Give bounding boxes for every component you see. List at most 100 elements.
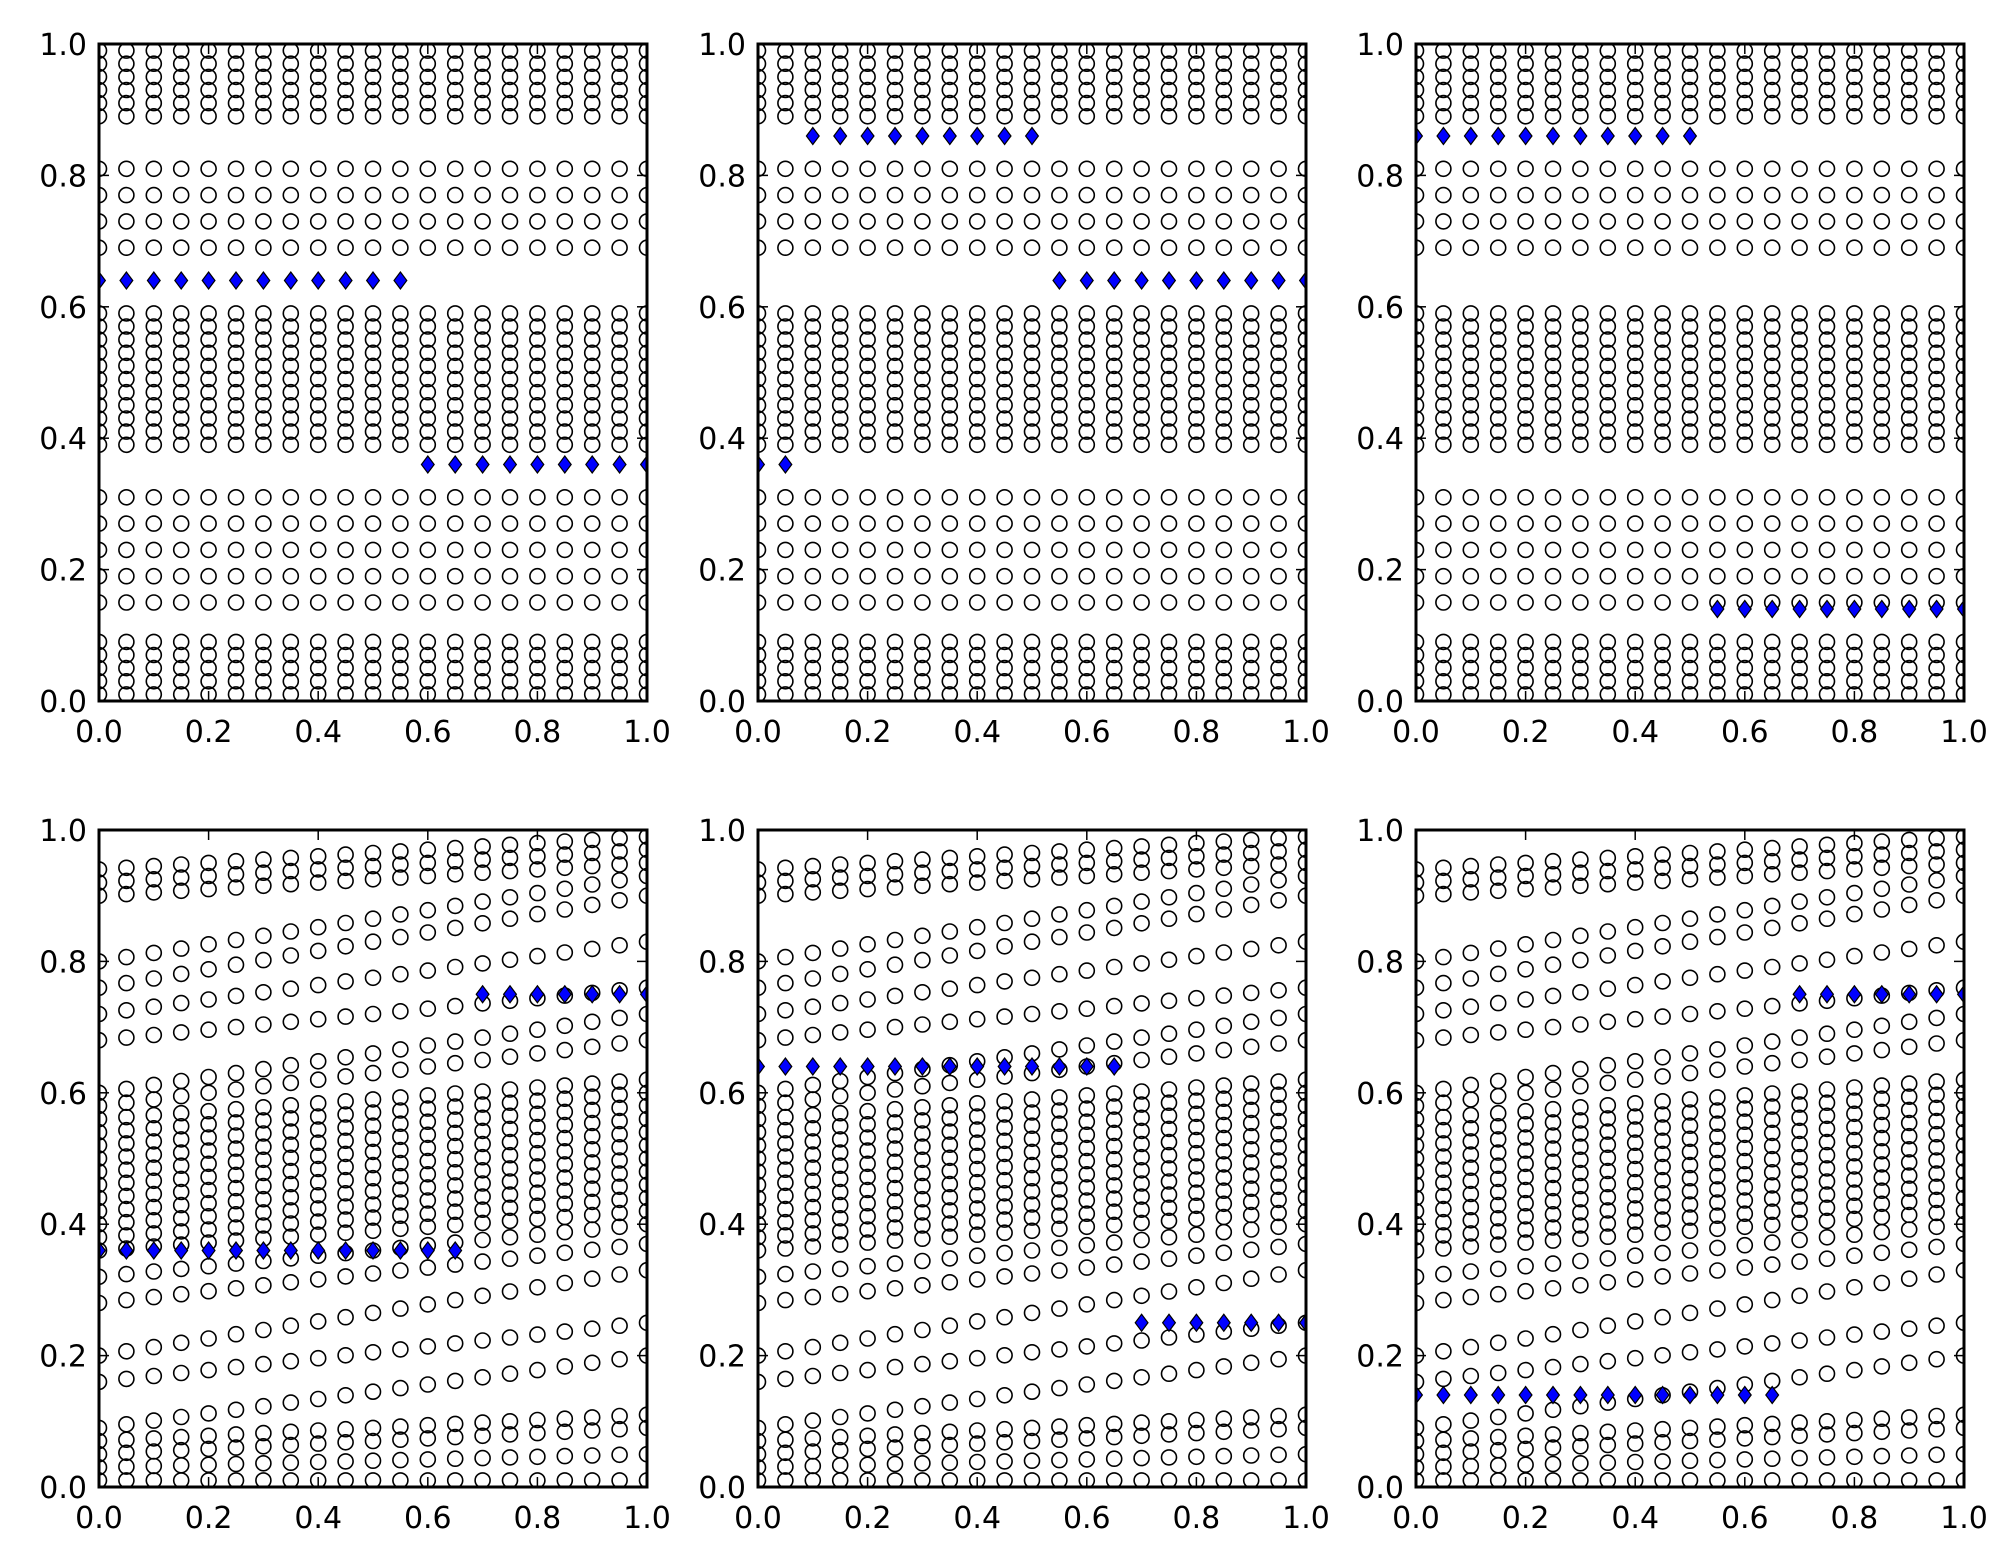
scatter-point-circle — [1736, 239, 1754, 256]
scatter-point-circle — [831, 594, 849, 611]
scatter-point-circle — [282, 370, 300, 388]
scatter-point-circle — [392, 436, 409, 454]
scatter-point-circle — [99, 213, 108, 230]
y-tick-label: 0.0 — [1356, 1471, 1404, 1506]
scatter-point-circle — [529, 68, 546, 86]
scatter-point-circle — [1572, 515, 1589, 532]
scatter-point-circle — [529, 1118, 546, 1136]
scatter-point-circle — [1654, 859, 1671, 877]
scatter-point-circle — [529, 1247, 546, 1264]
scatter-point-circle — [914, 423, 931, 440]
scatter-point-diamond — [758, 454, 766, 474]
scatter-point-circle — [172, 344, 190, 362]
scatter-point-circle — [145, 1198, 163, 1216]
scatter-point-circle — [1873, 44, 1891, 59]
scatter-point-circle — [611, 1317, 628, 1334]
scatter-point-circle — [227, 81, 245, 99]
scatter-point-circle — [1297, 44, 1306, 59]
scatter-point-circle — [831, 318, 849, 335]
scatter-point-circle — [501, 383, 519, 401]
scatter-point-circle — [583, 876, 601, 893]
scatter-point-circle — [886, 1206, 904, 1223]
scatter-point-circle — [1791, 1175, 1808, 1192]
scatter-point-circle — [886, 1232, 904, 1249]
scatter-point-diamond — [283, 271, 298, 291]
scatter-point-circle — [758, 186, 767, 204]
scatter-point-circle — [638, 1163, 647, 1180]
scatter-point-circle — [556, 357, 574, 375]
scatter-point-circle — [914, 331, 931, 348]
scatter-point-circle — [529, 884, 546, 902]
scatter-point-circle — [446, 1137, 464, 1155]
scatter-point-circle — [1023, 383, 1041, 401]
scatter-point-circle — [419, 370, 437, 388]
scatter-point-circle — [1297, 1005, 1306, 1023]
scatter-point-circle — [255, 383, 272, 401]
scatter-point-circle — [446, 567, 464, 585]
scatter-point-circle — [941, 1215, 959, 1232]
scatter-point-circle — [1736, 1037, 1754, 1054]
scatter-point-circle — [446, 686, 464, 701]
scatter-point-circle — [446, 541, 464, 559]
scatter-point-circle — [1818, 567, 1836, 585]
scatter-point-circle — [1133, 893, 1150, 910]
scatter-point-circle — [1763, 1150, 1781, 1168]
scatter-point-circle — [941, 1394, 959, 1411]
scatter-point-circle — [1416, 331, 1425, 348]
scatter-point-circle — [1572, 160, 1589, 178]
scatter-point-circle — [118, 1343, 135, 1360]
scatter-point-circle — [1462, 1159, 1480, 1176]
scatter-point-circle — [1544, 239, 1562, 256]
scatter-point-circle — [638, 1005, 647, 1023]
scatter-point-circle — [1416, 1294, 1425, 1312]
scatter-point-circle — [583, 370, 601, 388]
scatter-point-circle — [1270, 436, 1287, 454]
scatter-point-circle — [1955, 1005, 1964, 1023]
scatter-point-circle — [1188, 436, 1205, 454]
scatter-point-circle — [1023, 1196, 1041, 1213]
scatter-point-circle — [777, 331, 794, 348]
scatter-point-circle — [1572, 331, 1589, 348]
scatter-point-circle — [777, 1200, 794, 1218]
scatter-point-circle — [859, 1155, 876, 1173]
scatter-point-circle — [1900, 331, 1918, 348]
scatter-point-circle — [758, 489, 767, 506]
scatter-point-circle — [1955, 305, 1964, 322]
scatter-point-circle — [419, 68, 437, 86]
scatter-point-circle — [1900, 410, 1918, 427]
scatter-point-circle — [1188, 1210, 1205, 1228]
scatter-point-circle — [1763, 488, 1781, 506]
scatter-point-circle — [1709, 383, 1726, 401]
scatter-point-circle — [99, 1445, 108, 1463]
scatter-point-circle — [1416, 94, 1425, 112]
scatter-point-circle — [1873, 672, 1891, 690]
scatter-point-circle — [583, 1075, 601, 1092]
scatter-point-circle — [1462, 318, 1480, 335]
scatter-point-circle — [831, 1104, 849, 1122]
scatter-point-circle — [1736, 1472, 1754, 1487]
scatter-point-circle — [446, 1372, 464, 1390]
scatter-point-circle — [1791, 851, 1808, 868]
scatter-point-circle — [804, 239, 822, 256]
scatter-point-circle — [1297, 646, 1306, 664]
scatter-point-circle — [145, 857, 163, 875]
scatter-point-circle — [831, 646, 849, 664]
scatter-point-circle — [172, 396, 190, 414]
y-tick-label: 0.8 — [698, 159, 746, 194]
scatter-point-circle — [1955, 436, 1964, 454]
scatter-point-circle — [611, 1165, 628, 1182]
scatter-point-circle — [446, 633, 464, 651]
scatter-point-circle — [1626, 659, 1644, 677]
scatter-point-diamond — [174, 271, 189, 291]
scatter-point-circle — [914, 1138, 931, 1155]
scatter-point-circle — [638, 594, 647, 611]
scatter-point-circle — [99, 979, 108, 996]
scatter-point-circle — [556, 213, 574, 230]
scatter-point-circle — [758, 541, 767, 559]
scatter-point-circle — [255, 646, 272, 664]
scatter-point-circle — [968, 1422, 986, 1439]
scatter-point-diamond — [99, 271, 107, 291]
scatter-point-circle — [583, 213, 601, 230]
scatter-point-circle — [996, 686, 1013, 701]
scatter-point-circle — [804, 1263, 822, 1280]
